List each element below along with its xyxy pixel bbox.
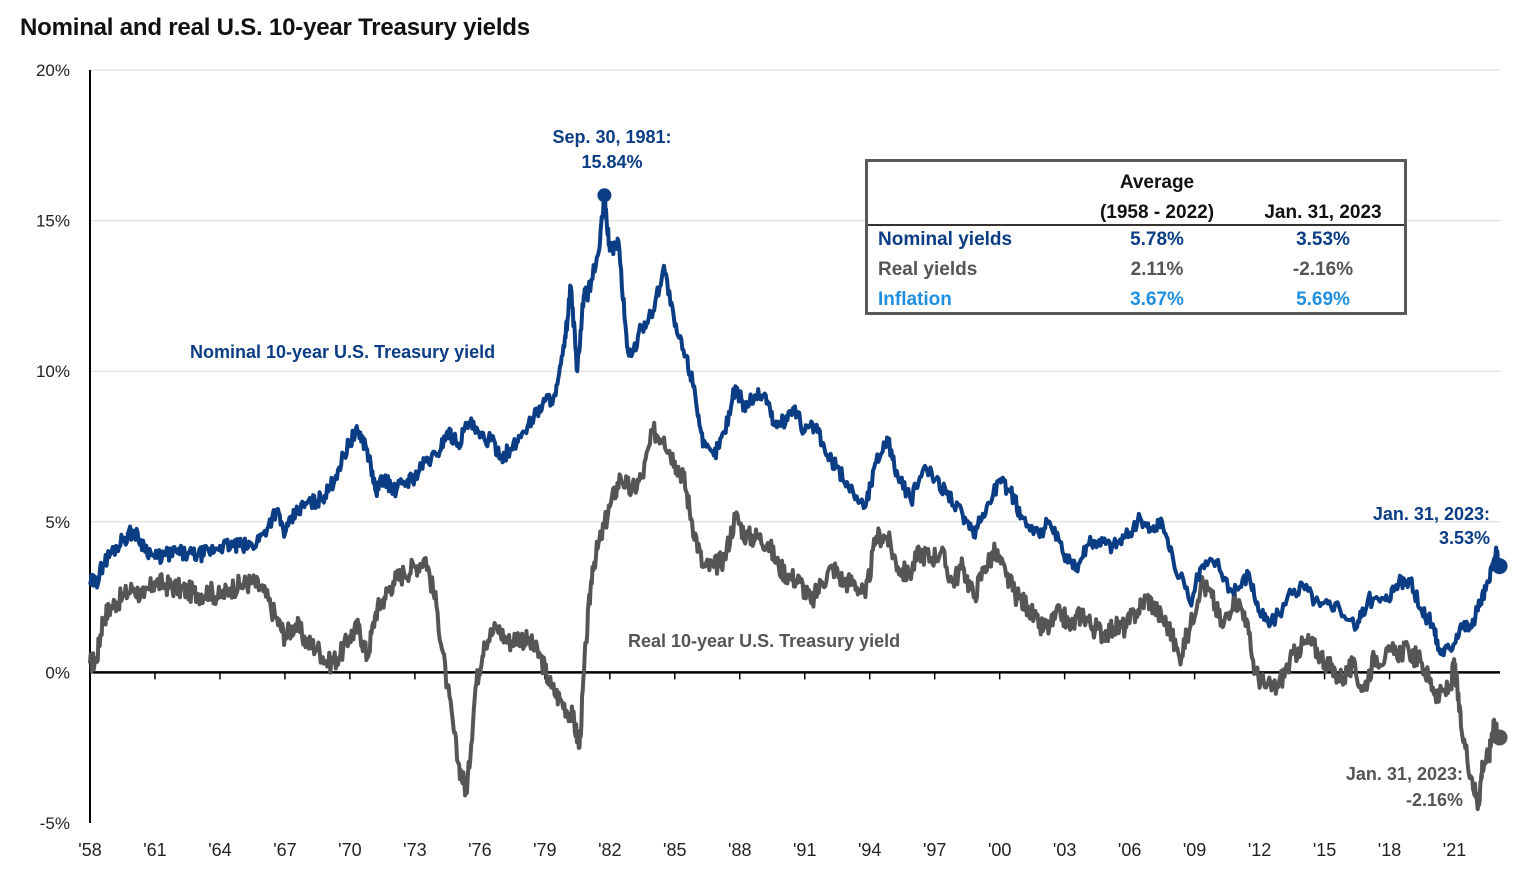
series-lines (88, 188, 1508, 812)
x-tick-label: '09 (1183, 840, 1206, 860)
table-row-average: 5.78% (1130, 229, 1184, 250)
x-tick-label: '18 (1378, 840, 1401, 860)
table-row-label: Inflation (878, 289, 952, 310)
table-row-label: Nominal yields (878, 229, 1013, 250)
real-end-point (1491, 729, 1508, 746)
x-tick-label: '79 (533, 840, 556, 860)
table-row-average: 2.11% (1130, 259, 1184, 280)
x-tick-label: '58 (78, 840, 101, 860)
x-tick-label: '91 (793, 840, 816, 860)
peak-point (597, 188, 612, 203)
real-series-label: Real 10-year U.S. Treasury yield (628, 631, 900, 651)
x-tick-label: '12 (1248, 840, 1271, 860)
x-tick-label: '03 (1053, 840, 1076, 860)
x-tick-label: '73 (403, 840, 426, 860)
peak-annotation-line1: Sep. 30, 1981: (552, 127, 671, 147)
real-end-annotation-line2: -2.16% (1406, 790, 1463, 810)
y-tick-label: 20% (36, 61, 70, 80)
x-tick-label: '67 (273, 840, 296, 860)
real-end-annotation-line1: Jan. 31, 2023: (1346, 764, 1463, 784)
y-tick-label: -5% (40, 814, 70, 833)
y-tick-label: 15% (36, 212, 70, 231)
tick-labels: 20% 15% 10% 5% 0% -5% '58 '61 '64 '67 '70 '73 '76 '79… (36, 61, 1466, 860)
real-yield-line (88, 420, 1502, 812)
y-tick-label: 0% (45, 663, 70, 682)
x-tick-label: '97 (923, 840, 946, 860)
nominal-end-annotation-line2: 3.53% (1439, 528, 1490, 548)
table-row-current: 3.53% (1296, 229, 1350, 250)
table-header-average-range: (1958 - 2022) (1099, 202, 1215, 223)
x-tick-label: '15 (1313, 840, 1336, 860)
summary-table: Average (1958 - 2022) Jan. 31, 2023 Nomi… (865, 159, 1407, 315)
y-tick-label: 10% (36, 362, 70, 381)
table-row-inflation: Inflation 3.67% 5.69% (868, 289, 1404, 319)
table-header-rule (868, 224, 1404, 226)
x-tick-label: '76 (468, 840, 491, 860)
table-row-average: 3.67% (1130, 289, 1184, 310)
nominal-yield-line (88, 192, 1502, 658)
chart-title: Nominal and real U.S. 10-year Treasury y… (20, 14, 530, 41)
table-row-current: 5.69% (1296, 289, 1350, 310)
nominal-end-point (1491, 558, 1508, 575)
nominal-end-annotation-line1: Jan. 31, 2023: (1373, 504, 1490, 524)
x-tick-label: '88 (728, 840, 751, 860)
x-tick-label: '21 (1443, 840, 1466, 860)
x-tick-label: '94 (858, 840, 881, 860)
table-header-average: Average (1119, 172, 1195, 193)
x-tick-label: '06 (1118, 840, 1141, 860)
x-tick-label: '70 (338, 840, 361, 860)
x-tick-label: '00 (988, 840, 1011, 860)
table-header-current-date: Jan. 31, 2023 (1264, 202, 1382, 223)
peak-annotation-line2: 15.84% (581, 152, 642, 172)
table-row-nominal: Nominal yields 5.78% 3.53% (868, 229, 1404, 259)
table-row-current: -2.16% (1292, 259, 1354, 280)
y-tick-label: 5% (45, 513, 70, 532)
table-row-real: Real yields 2.11% -2.16% (868, 259, 1404, 289)
nominal-series-label: Nominal 10-year U.S. Treasury yield (190, 342, 495, 362)
axes (89, 70, 1500, 823)
annotations: Sep. 30, 1981: 15.84% Nominal 10-year U.… (190, 127, 1490, 810)
x-tick-label: '82 (598, 840, 621, 860)
x-tick-label: '64 (208, 840, 231, 860)
table-row-label: Real yields (878, 259, 978, 280)
gridlines (90, 69, 1500, 523)
x-tick-label: '85 (663, 840, 686, 860)
x-tick-label: '61 (143, 840, 166, 860)
